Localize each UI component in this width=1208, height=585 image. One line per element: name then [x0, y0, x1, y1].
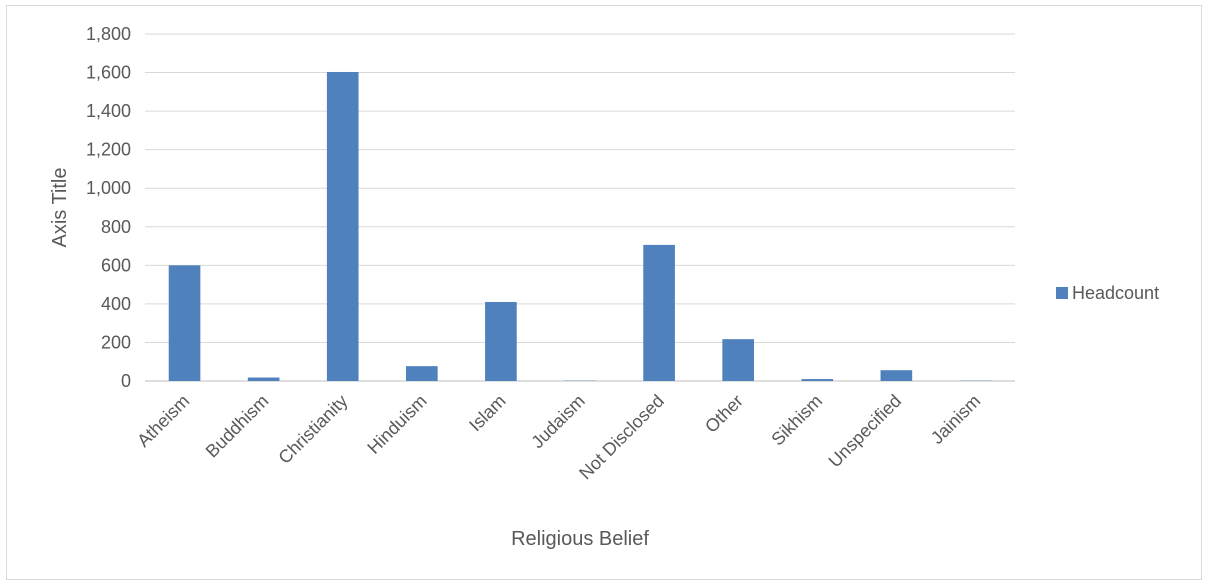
legend-swatch [1056, 287, 1068, 299]
x-axis-title: Religious Belief [511, 528, 649, 550]
x-tick-label: Jainism [927, 391, 984, 448]
bars [168, 71, 992, 381]
x-tick-label: Other [701, 391, 747, 437]
bar [485, 301, 517, 381]
bar [406, 366, 438, 381]
x-tick-label: Judaism [527, 391, 589, 453]
bar [801, 379, 834, 381]
legend: Headcount [1056, 283, 1159, 303]
x-tick-label: Buddhism [202, 391, 273, 462]
y-tick-label: 600 [101, 255, 131, 275]
bar [643, 244, 675, 381]
chart-frame [6, 5, 1202, 580]
y-tick-label: 1,800 [86, 24, 131, 44]
bar [168, 265, 201, 381]
y-tick-label: 200 [101, 332, 131, 352]
bar [326, 71, 359, 381]
y-axis-ticks: 0 200 400 600 800 1,000 1,200 1,400 1,600 1,800 [86, 24, 131, 391]
x-tick-label: Hinduism [363, 391, 430, 458]
y-tick-label: 0 [121, 371, 131, 391]
x-tick-label: Atheism [133, 391, 193, 451]
y-tick-label: 1,200 [86, 140, 131, 160]
x-axis-ticks: Atheism Buddhism Christianity Hinduism Islam… [133, 391, 984, 484]
bar [247, 377, 280, 381]
y-tick-label: 800 [101, 217, 131, 237]
gridlines [145, 33, 1015, 382]
bar [722, 339, 754, 381]
legend-label: Headcount [1072, 283, 1159, 303]
y-tick-label: 1,000 [86, 178, 131, 198]
y-axis-title: Axis Title [49, 167, 71, 247]
x-tick-label: Islam [465, 391, 510, 436]
x-tick-label: Sikhism [767, 391, 826, 450]
x-tick-label: Not Disclosed [575, 391, 668, 484]
bar [880, 370, 913, 381]
y-tick-label: 1,600 [86, 63, 131, 83]
x-tick-label: Christianity [274, 391, 351, 468]
x-tick-label: Unspecified [825, 391, 906, 472]
y-tick-label: 1,400 [86, 101, 131, 121]
y-tick-label: 400 [101, 294, 131, 314]
